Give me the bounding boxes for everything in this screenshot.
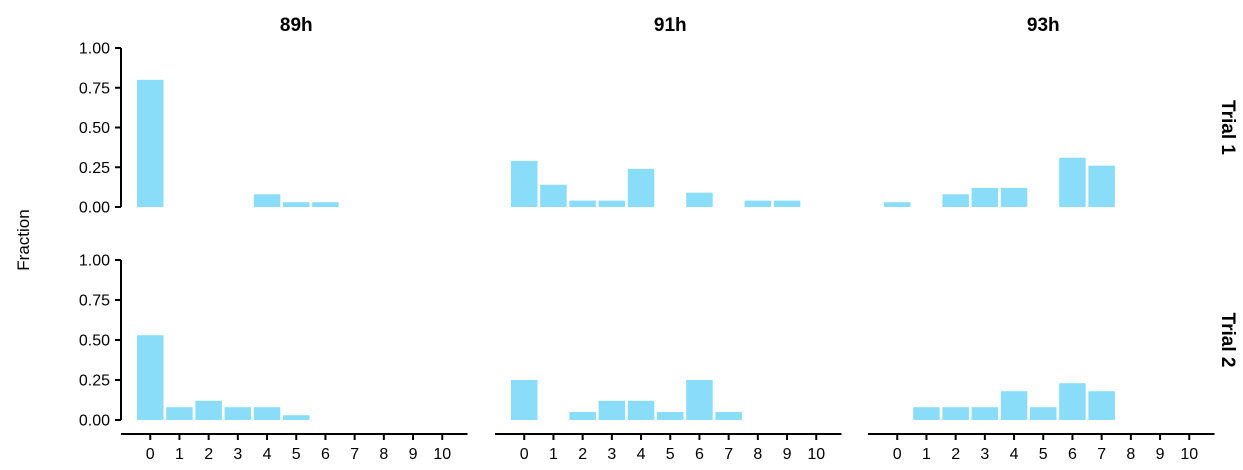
x-tick-label: 4 xyxy=(1010,446,1019,463)
facet-column-title: 93h xyxy=(1027,15,1060,36)
x-tick-label: 8 xyxy=(1126,446,1135,463)
x-tick-label: 5 xyxy=(292,446,301,463)
bar xyxy=(686,380,713,420)
x-tick-label: 10 xyxy=(433,446,451,463)
x-tick-label: 2 xyxy=(578,446,587,463)
y-tick-label: 0.50 xyxy=(79,333,110,350)
bar xyxy=(511,160,538,207)
plot-area: 89h 91h 93h Trial 1 Trial 2 0.00 0.25 0.50 0.75 1… xyxy=(79,15,1238,463)
bar xyxy=(166,407,193,420)
bar xyxy=(773,200,801,207)
x-tick-label: 1 xyxy=(922,446,931,463)
x-tick-label: 0 xyxy=(146,446,155,463)
bar xyxy=(569,412,596,420)
x-tick-label: 8 xyxy=(379,446,388,463)
bar xyxy=(253,194,281,207)
facet-row-title: Trial 2 xyxy=(1217,313,1238,368)
y-tick-label: 1.00 xyxy=(79,41,110,58)
bar xyxy=(1030,407,1057,420)
y-tick-label: 0.75 xyxy=(79,80,110,97)
bar xyxy=(283,415,310,420)
bar xyxy=(1000,391,1028,420)
x-tick-label: 8 xyxy=(753,446,762,463)
y-tick-label: 0.25 xyxy=(79,373,110,390)
x-tick-label: 4 xyxy=(263,446,272,463)
bar xyxy=(598,200,626,207)
bar xyxy=(224,407,252,420)
y-tick-label: 0.75 xyxy=(79,293,110,310)
bar xyxy=(137,79,164,207)
bar xyxy=(884,202,911,207)
x-tick-label: 5 xyxy=(1039,446,1048,463)
bar xyxy=(137,335,164,420)
y-tick-label: 0.25 xyxy=(79,160,110,177)
bar xyxy=(942,407,969,420)
y-tick-label: 0.00 xyxy=(79,200,110,217)
bar xyxy=(686,192,713,207)
x-tick-label: 3 xyxy=(980,446,989,463)
y-axis-title: Fraction xyxy=(14,209,33,270)
bar xyxy=(657,412,684,420)
bar xyxy=(569,200,596,207)
x-tick-label: 3 xyxy=(607,446,616,463)
bar xyxy=(1059,383,1086,420)
bar xyxy=(627,168,655,207)
bar xyxy=(1000,187,1028,207)
x-tick-label: 1 xyxy=(175,446,184,463)
bar xyxy=(283,202,310,207)
y-tick-label: 1.00 xyxy=(79,253,110,270)
bar xyxy=(1059,157,1086,207)
x-tick-label: 0 xyxy=(893,446,902,463)
bar xyxy=(942,194,969,207)
bar xyxy=(971,407,999,420)
bar xyxy=(598,400,626,420)
bar xyxy=(971,187,999,207)
bar xyxy=(195,400,222,420)
bar xyxy=(253,407,281,420)
x-tick-label: 3 xyxy=(233,446,242,463)
x-tick-label: 7 xyxy=(724,446,733,463)
x-tick-label: 9 xyxy=(1156,446,1165,463)
facet-column-title: 89h xyxy=(280,15,313,36)
bar xyxy=(913,407,940,420)
x-tick-label: 9 xyxy=(409,446,418,463)
x-tick-label: 6 xyxy=(1068,446,1077,463)
x-tick-label: 2 xyxy=(204,446,213,463)
x-tick-label: 6 xyxy=(321,446,330,463)
x-tick-label: 10 xyxy=(807,446,825,463)
bar xyxy=(1088,165,1115,207)
facet-row-title: Trial 1 xyxy=(1217,100,1238,155)
bar xyxy=(1088,391,1115,420)
bar xyxy=(540,184,567,207)
facet-column-title: 91h xyxy=(654,15,687,36)
x-tick-label: 6 xyxy=(695,446,704,463)
bar xyxy=(312,202,339,207)
y-tick-label: 0.00 xyxy=(79,413,110,430)
bar xyxy=(744,200,772,207)
x-tick-label: 1 xyxy=(549,446,558,463)
y-tick-label: 0.50 xyxy=(79,120,110,137)
x-tick-label: 5 xyxy=(666,446,675,463)
x-tick-label: 7 xyxy=(1097,446,1106,463)
x-tick-label: 2 xyxy=(951,446,960,463)
bar xyxy=(627,400,655,420)
x-tick-label: 9 xyxy=(783,446,792,463)
x-tick-label: 7 xyxy=(350,446,359,463)
bar xyxy=(511,380,538,420)
x-tick-label: 0 xyxy=(520,446,529,463)
x-tick-label: 4 xyxy=(637,446,646,463)
bar xyxy=(715,412,742,420)
x-tick-label: 10 xyxy=(1180,446,1198,463)
